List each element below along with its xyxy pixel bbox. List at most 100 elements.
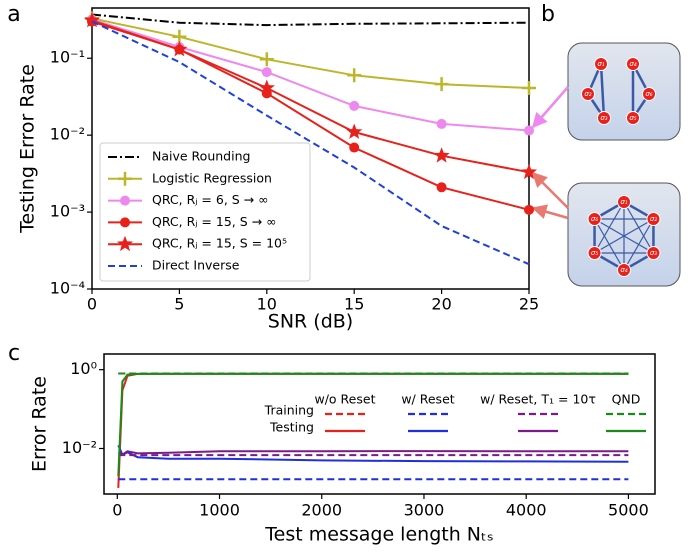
graph-node bbox=[617, 195, 631, 209]
graph-node bbox=[594, 57, 608, 71]
y-tick-label: 10⁻⁴ bbox=[50, 279, 85, 298]
graph-node bbox=[646, 212, 661, 226]
series-line bbox=[117, 450, 629, 456]
panel-label: b bbox=[541, 2, 555, 27]
marker bbox=[258, 79, 275, 95]
panel-label: c bbox=[8, 341, 20, 366]
graph-node bbox=[581, 87, 595, 101]
x-tick-label: 25 bbox=[519, 295, 539, 314]
arrow bbox=[532, 86, 569, 129]
legend-row-label: Training bbox=[264, 403, 314, 418]
x-tick-label: 0 bbox=[112, 501, 122, 520]
y-tick-label: 10⁻² bbox=[50, 125, 85, 144]
y-tick-label: 10⁻² bbox=[62, 438, 97, 457]
marker bbox=[436, 118, 447, 129]
x-tick-label: 0 bbox=[87, 295, 97, 314]
legend-label: Logistic Regression bbox=[152, 170, 272, 185]
graph-node bbox=[626, 111, 640, 125]
y-tick-label: 10⁻³ bbox=[50, 202, 85, 221]
legend-label: QRC, Rⱼ = 15, S = 10⁵ bbox=[152, 236, 287, 251]
x-tick-label: 4000 bbox=[506, 501, 547, 520]
marker bbox=[171, 41, 188, 57]
x-axis-label: Test message length Nₜₛ bbox=[264, 524, 493, 546]
graph-edge bbox=[599, 63, 606, 119]
marker bbox=[433, 147, 450, 163]
graph-node bbox=[617, 263, 631, 277]
node-label: σ₅ bbox=[591, 249, 598, 257]
legend-column-label: w/ Reset bbox=[401, 392, 454, 407]
panel-label: a bbox=[7, 2, 20, 27]
node-label: σ₂ bbox=[650, 215, 657, 223]
marker bbox=[434, 77, 449, 92]
graph-node bbox=[597, 111, 611, 125]
marker bbox=[83, 11, 101, 28]
graphs: σ₁ σ₂ σ₃ σ₄ σ₅ σ₆ σ₁ σ₂ σ₃ σ₄ σ₅ σ₆ bbox=[581, 57, 661, 277]
legend-column-label: w/o Reset bbox=[315, 392, 376, 407]
graph-node bbox=[642, 87, 656, 101]
legend-column-label: QND bbox=[612, 392, 641, 407]
series-line bbox=[91, 17, 530, 89]
arrow bbox=[531, 171, 569, 209]
x-tick-label: 5000 bbox=[608, 501, 649, 520]
axes-frame bbox=[91, 7, 530, 290]
series-line bbox=[91, 19, 530, 174]
marker bbox=[349, 142, 360, 153]
graph-node bbox=[587, 246, 602, 260]
graph-node bbox=[626, 57, 640, 71]
marker bbox=[524, 204, 534, 215]
node-label: σ₁ bbox=[620, 198, 627, 206]
node-label: σ₂ bbox=[584, 90, 591, 98]
legend-marker bbox=[120, 195, 130, 206]
y-axis-label: Error Rate bbox=[29, 376, 51, 472]
graph-edge bbox=[594, 218, 654, 254]
x-tick-label: 10 bbox=[257, 295, 277, 314]
series-line bbox=[91, 13, 530, 27]
graph-edge bbox=[594, 218, 625, 271]
node-label: σ₁ bbox=[597, 60, 604, 68]
graph-node bbox=[587, 212, 602, 226]
series-line bbox=[91, 20, 530, 266]
y-axis-label: Testing Error Rate bbox=[17, 64, 39, 234]
marker bbox=[346, 123, 363, 139]
legend-label: QRC, Rⱼ = 15, S → ∞ bbox=[152, 214, 277, 229]
legend-label: QRC, Rⱼ = 6, S → ∞ bbox=[152, 192, 269, 207]
legend-box bbox=[99, 142, 311, 282]
x-tick-label: 20 bbox=[431, 295, 451, 314]
y-tick-label: 10⁻¹ bbox=[50, 48, 85, 67]
node-label: σ₆ bbox=[591, 215, 598, 223]
marker bbox=[347, 68, 362, 83]
legend-label: Direct Inverse bbox=[152, 258, 240, 273]
legend-marker bbox=[116, 235, 134, 252]
series-line bbox=[91, 18, 530, 132]
legend-marker bbox=[120, 217, 130, 228]
node-label: σ₅ bbox=[629, 114, 636, 122]
axes-frame bbox=[103, 353, 656, 495]
legend-label: Naive Rounding bbox=[152, 149, 250, 164]
x-tick-label: 15 bbox=[344, 295, 364, 314]
x-axis-label: SNR (dB) bbox=[268, 311, 353, 333]
node-label: σ₃ bbox=[650, 249, 657, 257]
node-label: σ₃ bbox=[600, 114, 607, 122]
x-tick-label: 1000 bbox=[199, 501, 240, 520]
arrow bbox=[531, 204, 569, 220]
node-label: σ₆ bbox=[645, 90, 652, 98]
marker bbox=[436, 182, 447, 193]
legend-row-label: Testing bbox=[269, 420, 314, 435]
marker bbox=[522, 81, 536, 96]
marker bbox=[349, 100, 360, 111]
x-tick-label: 3000 bbox=[404, 501, 445, 520]
graph-node bbox=[646, 246, 661, 260]
marker bbox=[259, 52, 274, 67]
marker bbox=[261, 67, 272, 78]
x-tick-label: 5 bbox=[174, 295, 184, 314]
x-tick-label: 2000 bbox=[301, 501, 342, 520]
series-line bbox=[117, 444, 629, 463]
legend-column-label: w/ Reset, T₁ = 10τ bbox=[480, 392, 596, 407]
marker bbox=[520, 163, 538, 180]
legend-marker bbox=[118, 171, 132, 186]
node-label: σ₄ bbox=[620, 266, 627, 274]
node-label: σ₄ bbox=[629, 60, 636, 68]
marker bbox=[524, 125, 534, 136]
y-tick-label: 10⁰ bbox=[70, 359, 97, 378]
